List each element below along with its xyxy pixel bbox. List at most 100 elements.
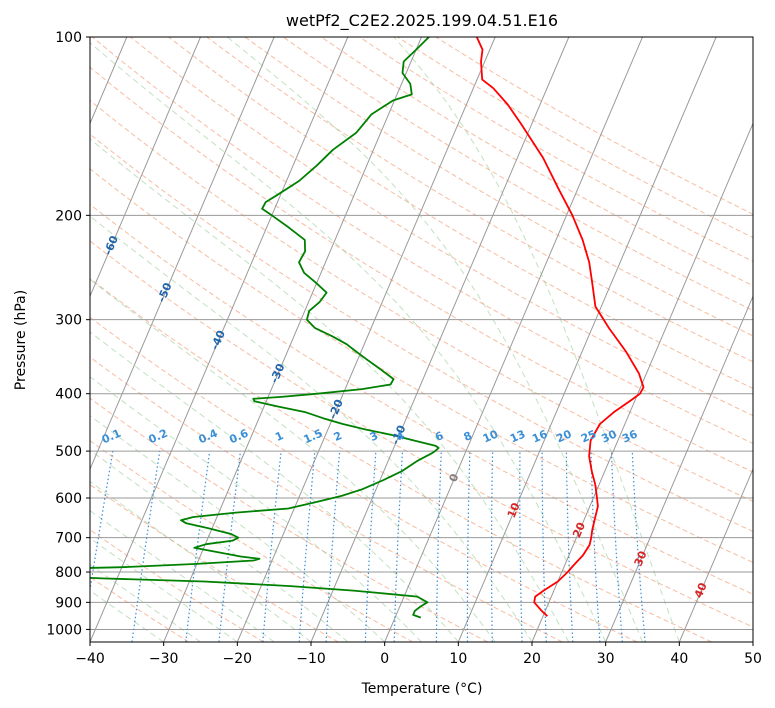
dry-adiabat-line	[435, 37, 753, 215]
isotherm-line	[90, 37, 349, 642]
mixing-ratio-label: 13	[508, 427, 527, 445]
isotherm-label: 0	[447, 471, 462, 483]
isotherm-line	[236, 37, 496, 642]
plot-frame	[89, 36, 754, 643]
isotherm-line	[457, 37, 717, 642]
isotherm-label: -80	[0, 138, 15, 162]
mixing-ratio-label: 25	[579, 427, 598, 445]
isotherm-label: -30	[268, 361, 288, 385]
mixing-ratio-label: 2	[332, 429, 344, 444]
mixing-ratio-line	[90, 450, 114, 594]
moist-adiabat-line	[90, 509, 275, 642]
y-tick-label: 900	[55, 595, 82, 611]
dry-adiabat-line	[206, 37, 753, 363]
x-tick-label: −10	[296, 651, 326, 667]
isotherm-line	[90, 37, 275, 471]
x-tick-label: 40	[670, 651, 688, 667]
dry-adiabat-line	[90, 316, 638, 642]
isotherm-label: 40	[692, 580, 710, 599]
mixing-ratio-label: 16	[530, 427, 550, 445]
isotherm-line	[310, 37, 570, 642]
moist-adiabat-line	[90, 138, 570, 642]
mixing-ratio-label: 0.1	[100, 427, 123, 447]
y-tick-label: 1000	[46, 622, 82, 638]
temperature-line	[475, 37, 645, 617]
chart-title: wetPf2_C2E2.2025.199.04.51.E16	[286, 11, 558, 31]
mixing-ratio-line	[298, 451, 316, 642]
moist-adiabat-line	[90, 537, 238, 642]
dry-adiabat-line	[90, 440, 414, 642]
mixing-ratio-line	[435, 451, 442, 642]
isotherm-label: 20	[570, 520, 588, 539]
dry-adiabat-line	[282, 37, 753, 312]
isotherm-line	[90, 37, 201, 298]
mixing-ratio-label: 6	[433, 429, 446, 444]
moist-adiabat-line	[90, 42, 607, 642]
y-tick-label: 100	[55, 30, 82, 46]
mixing-ratio-label: 0.2	[147, 427, 170, 447]
isotherm-line	[531, 122, 753, 642]
moist-adiabat-line	[90, 278, 496, 642]
mixing-ratio-label: 0.6	[227, 426, 250, 446]
series-lines	[90, 37, 645, 619]
dry-adiabat-line	[90, 168, 753, 563]
x-tick-label: 50	[744, 651, 762, 667]
moist-adiabat-line	[90, 480, 312, 642]
y-tick-label: 400	[55, 387, 82, 403]
dry-adiabat-line	[90, 99, 753, 502]
moist-adiabat-line	[90, 589, 164, 642]
isotherm-label: -50	[155, 280, 175, 304]
mixing-ratio-label: 10	[481, 427, 501, 445]
y-tick-label: 500	[55, 444, 82, 460]
isotherm-line	[678, 467, 753, 642]
mixing-ratio-label: 0.4	[197, 426, 220, 446]
mixing-ratio-line	[262, 451, 282, 642]
moist-adiabat-line	[90, 415, 386, 642]
isotherm-line	[752, 640, 753, 642]
dry-adiabat-line	[90, 278, 712, 642]
dry-adiabat-line	[90, 66, 753, 473]
dry-adiabat-line	[90, 483, 339, 642]
y-tick-label: 600	[55, 491, 82, 507]
x-tick-label: −20	[223, 651, 253, 667]
x-tick-label: 0	[380, 651, 389, 667]
mixing-ratio-line	[218, 451, 242, 642]
y-tick-label: 300	[55, 313, 82, 329]
isotherm-line	[384, 37, 643, 642]
isotherm-label: -40	[208, 328, 228, 352]
mixing-ratio-line	[631, 451, 646, 642]
isotherm-label: 10	[505, 500, 523, 519]
dry-adiabat-line	[90, 529, 264, 642]
dry-adiabat-line	[90, 203, 753, 595]
y-tick-label: 700	[55, 531, 82, 547]
x-tick-label: 20	[523, 651, 541, 667]
mixing-ratio-line	[490, 451, 494, 642]
isotherm-label: 30	[632, 549, 650, 568]
moist-adiabat-line	[227, 37, 643, 642]
dewpoint-line	[90, 37, 440, 619]
moist-adiabat-line	[393, 37, 680, 642]
dry-adiabat-line	[90, 397, 488, 642]
y-axis-label: Pressure (hPa)	[13, 290, 29, 390]
mixing-ratio-line	[185, 451, 211, 642]
isotherm-label: -60	[101, 233, 121, 257]
y-tick-label: 800	[55, 565, 82, 581]
mixing-ratio-label: 1.5	[302, 427, 325, 447]
x-axis: −40 −30 −20 −10 0 10 20 30 40 50	[75, 642, 762, 667]
isotherm-line	[163, 37, 422, 642]
mixing-ratio-label: 36	[620, 427, 640, 445]
x-tick-label: −40	[75, 651, 105, 667]
mixing-ratio-label: 1	[273, 429, 285, 444]
moist-adiabat-line	[90, 564, 201, 642]
y-axis: 100 200 300 400 500 600 700 800 900 1000	[46, 30, 90, 638]
mixing-ratio-label: 30	[599, 427, 619, 445]
moist-adiabat-line	[90, 215, 533, 642]
mixing-ratio-line	[565, 451, 574, 642]
dry-adiabat-line	[90, 133, 753, 533]
x-axis-label: Temperature (°C)	[361, 681, 483, 697]
dry-adiabat-line	[91, 37, 753, 445]
dry-adiabat-line	[90, 240, 753, 628]
isotherm-label: -20	[326, 397, 346, 421]
y-tick-label: 200	[55, 208, 82, 224]
